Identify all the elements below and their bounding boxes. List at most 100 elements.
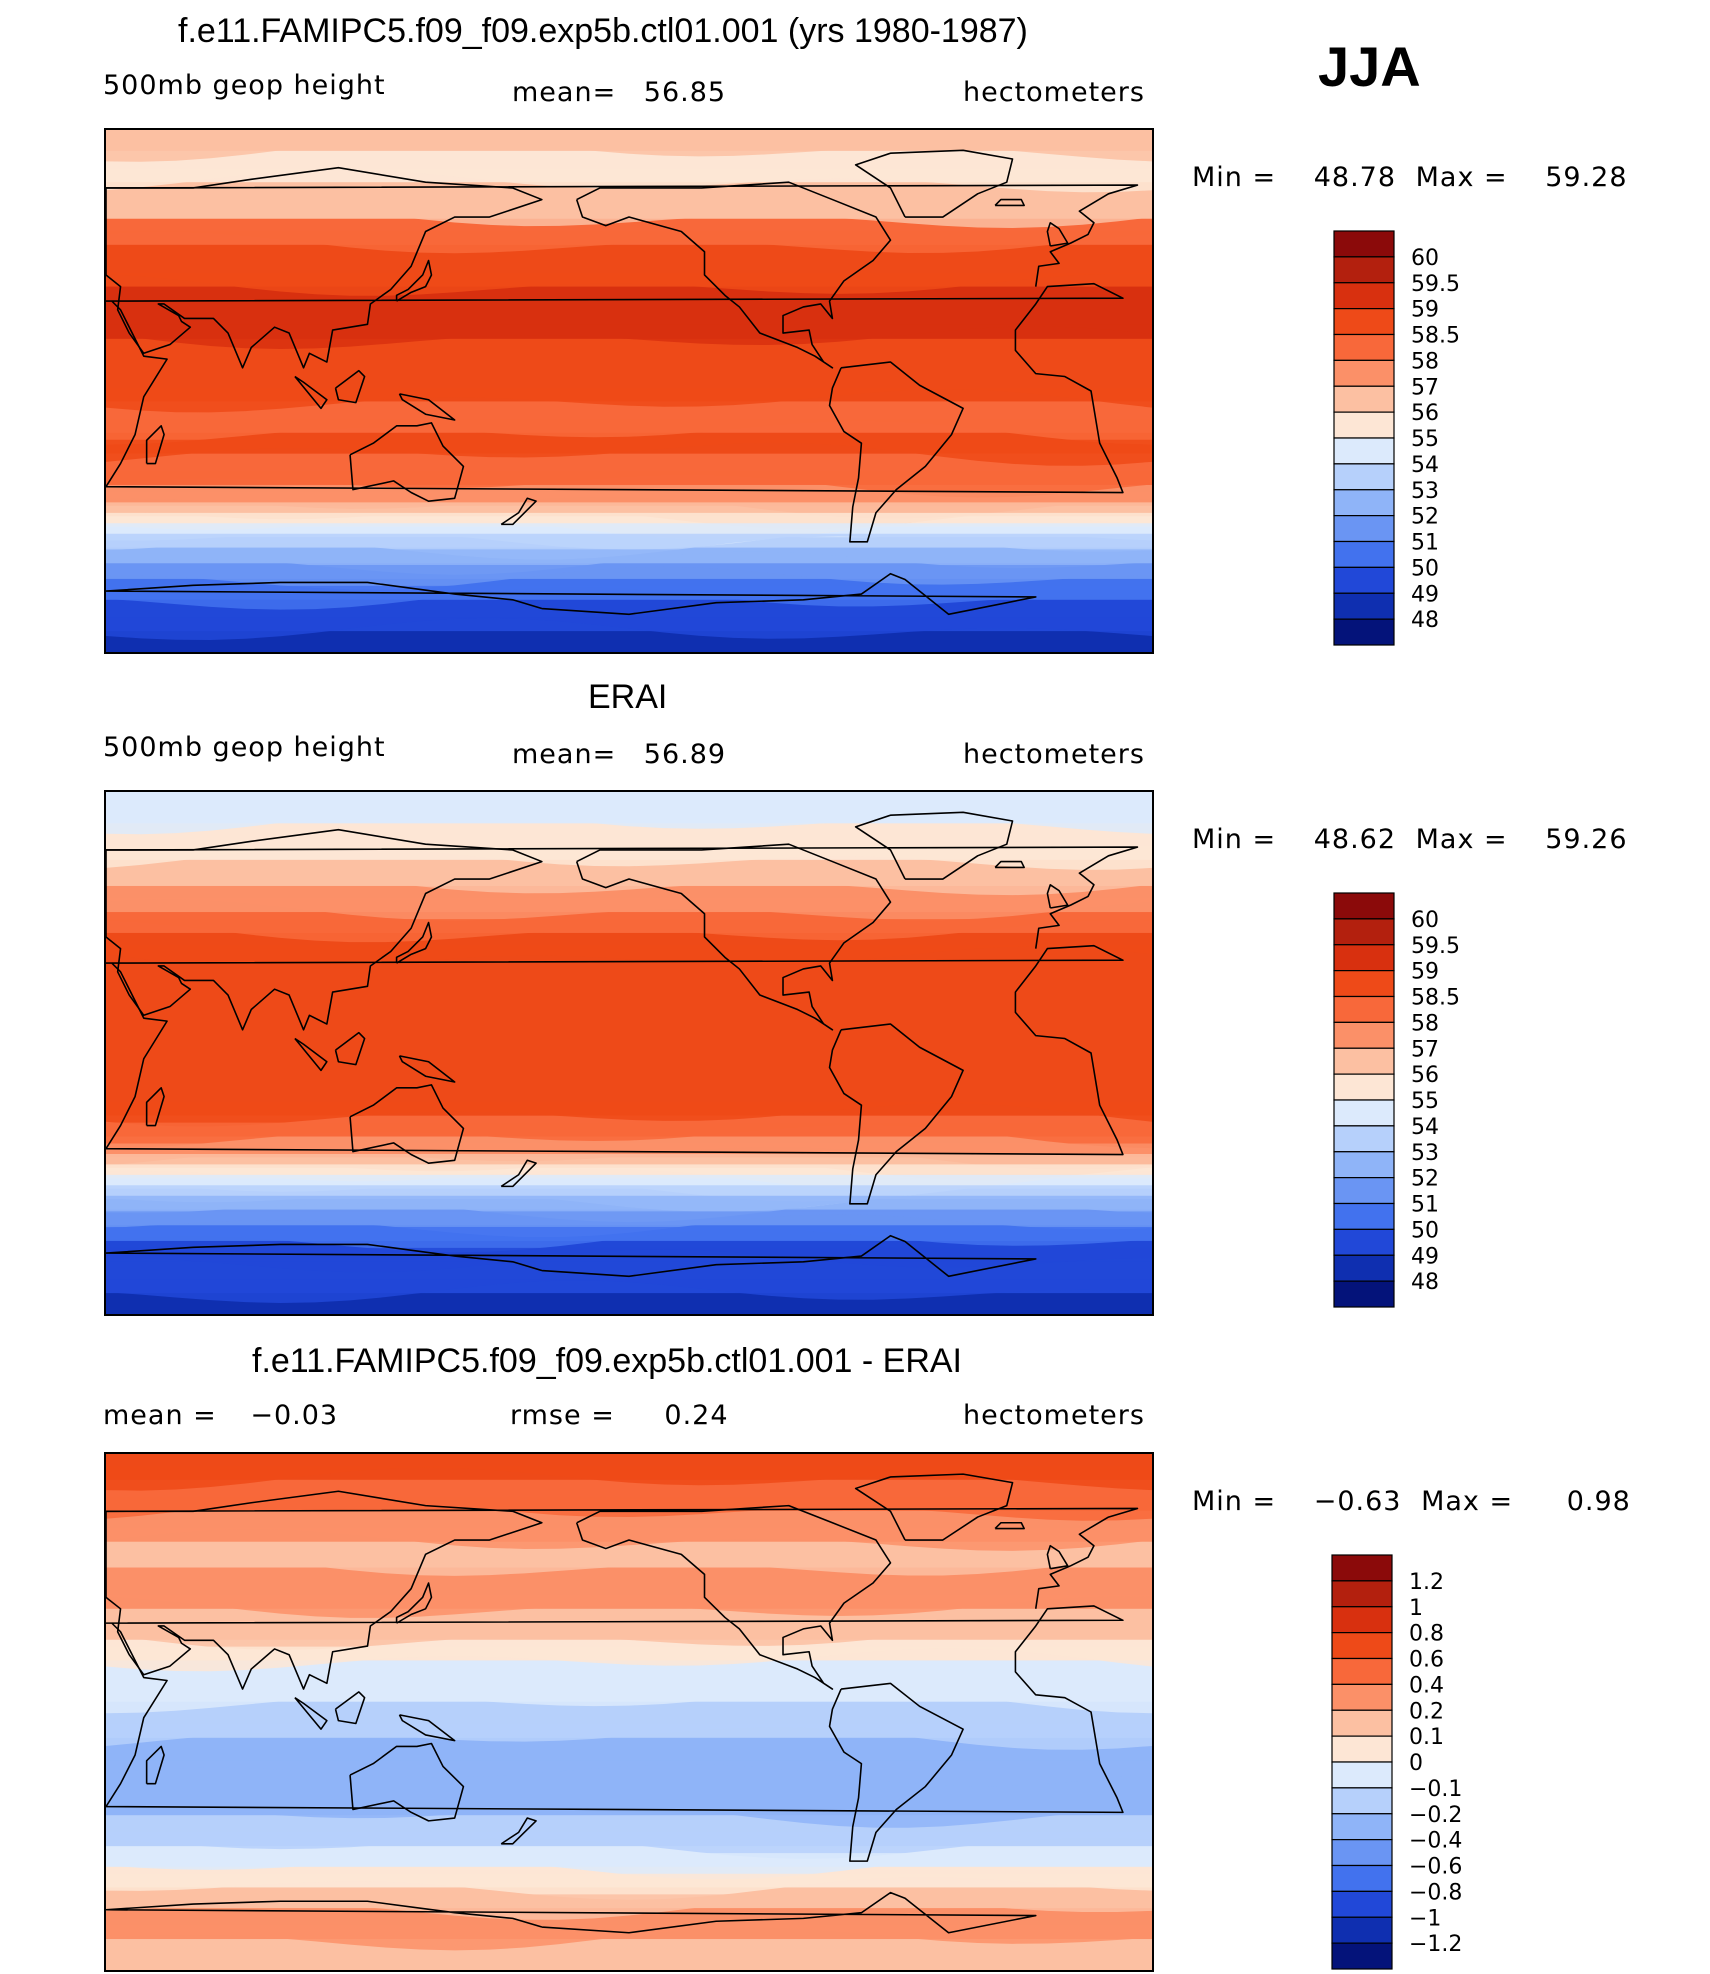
colorbar-tick-label: −0.6 xyxy=(1409,1855,1462,1880)
coastline xyxy=(106,1891,1037,1934)
colorbar-tick-label: 52 xyxy=(1411,505,1439,530)
colorbar-swatch xyxy=(1331,1606,1393,1634)
colorbar-tick-label: 0 xyxy=(1409,1751,1423,1776)
colorbar-swatch xyxy=(1333,1202,1395,1230)
panel-2-colorbar: 60 59.5 59 58.5 58 57 56 55 54 53 52 51 50 49 48 xyxy=(1333,892,1493,1308)
coastline xyxy=(145,1745,165,1785)
colorbar-swatch xyxy=(1331,1580,1393,1608)
map-contour-edge xyxy=(106,168,1152,193)
map-contour-edge xyxy=(106,533,1152,560)
colorbar-tick-label: 58 xyxy=(1411,1011,1439,1036)
map-contour-edge xyxy=(106,1687,1152,1714)
coastline xyxy=(828,1682,964,1862)
panel-3-max-label: Max = xyxy=(1421,1486,1514,1517)
coastline xyxy=(854,149,1014,218)
colorbar-swatch xyxy=(1333,592,1395,620)
panel-2-min-max: Min = 48.62 Max = 59.26 xyxy=(1192,824,1628,855)
colorbar-swatch xyxy=(1333,995,1395,1023)
coastline xyxy=(294,1037,328,1072)
colorbar-tick-label: 48 xyxy=(1411,1270,1439,1295)
panel-2-mean-value: 56.89 xyxy=(643,739,727,770)
coastline xyxy=(398,1055,456,1083)
map-contour-edge xyxy=(106,1646,1152,1672)
coastline xyxy=(106,184,1139,287)
panel-2-mean-label: mean= 56.89 xyxy=(512,739,726,770)
coastline xyxy=(334,1691,366,1725)
coastline xyxy=(1046,221,1069,247)
colorbar-swatch xyxy=(1331,1735,1393,1763)
colorbar-tick-label: 0.2 xyxy=(1409,1699,1444,1724)
coastline xyxy=(575,181,892,369)
coastline xyxy=(1046,1544,1069,1570)
coastline xyxy=(828,1023,964,1205)
coastline xyxy=(398,1714,456,1742)
panel-3-units-label: hectometers xyxy=(963,1400,1145,1431)
panel-2-max-value: 59.26 xyxy=(1545,824,1628,855)
colorbar-swatch xyxy=(1333,618,1395,646)
coastline xyxy=(575,1504,892,1690)
colorbar-tick-label: 56 xyxy=(1411,401,1439,426)
coastline xyxy=(145,425,165,465)
map-contour-edge xyxy=(106,1853,1152,1880)
map-contour-band xyxy=(106,1157,1152,1169)
colorbar-swatch xyxy=(1333,230,1395,258)
colorbar-tick-label: 58 xyxy=(1411,349,1439,374)
colorbar-tick-label: 48 xyxy=(1411,608,1439,633)
panel-1-mean-text: mean= xyxy=(512,77,617,108)
colorbar-swatch xyxy=(1333,970,1395,998)
colorbar-swatch xyxy=(1333,540,1395,568)
coastline xyxy=(500,497,537,526)
colorbar-tick-label: 53 xyxy=(1411,479,1439,504)
colorbar-swatch xyxy=(1331,1632,1393,1660)
colorbar-swatch xyxy=(1331,1813,1393,1841)
coastline xyxy=(349,422,465,502)
map-contour-edge xyxy=(106,872,1152,896)
colorbar-swatch xyxy=(1333,359,1395,387)
map-contour-band xyxy=(106,1167,1152,1180)
colorbar-tick-label: 52 xyxy=(1411,1167,1439,1192)
panel-3-colorbar: 1.2 1 0.8 0.6 0.4 0.2 0.1 0 −0.1 −0.2 −0.4 −0.6 −0.8… xyxy=(1331,1554,1493,1970)
map-contour-edge xyxy=(106,565,1152,590)
coastline xyxy=(294,1697,328,1730)
coastline xyxy=(349,1742,465,1822)
colorbar-tick-label: 0.8 xyxy=(1409,1622,1444,1647)
map-contour-edge xyxy=(106,1122,1152,1149)
colorbar-swatch xyxy=(1331,1890,1393,1918)
colorbar-swatch xyxy=(1333,1254,1395,1282)
map-contour-edge xyxy=(106,1595,1152,1618)
colorbar-tick-label: 59 xyxy=(1411,960,1439,985)
panel-1-mean-label: mean= 56.85 xyxy=(512,77,726,108)
panel-3-map xyxy=(104,1452,1154,1972)
coastline xyxy=(828,361,964,543)
colorbar-swatch xyxy=(1333,1099,1395,1127)
coastline xyxy=(500,1159,537,1188)
colorbar-tick-label: 0.1 xyxy=(1409,1725,1444,1750)
coastline xyxy=(106,846,1139,949)
colorbar-tick-label: −0.8 xyxy=(1409,1880,1462,1905)
colorbar-swatch xyxy=(1333,437,1395,465)
panel-2-title: ERAI xyxy=(588,678,668,716)
colorbar-swatch xyxy=(1331,1864,1393,1892)
colorbar-tick-label: 58.5 xyxy=(1411,324,1460,349)
panel-2-min-label: Min = xyxy=(1192,824,1277,855)
panel-3-mean-label: mean = −0.03 xyxy=(103,1400,338,1431)
colorbar-tick-label: 54 xyxy=(1411,1115,1439,1140)
colorbar-tick-label: 60 xyxy=(1411,246,1439,271)
coastline xyxy=(294,375,328,410)
colorbar-tick-label: 49 xyxy=(1411,1244,1439,1269)
panel-1-variable-label: 500mb geop height xyxy=(103,70,386,101)
panel-2-max-label: Max = xyxy=(1415,824,1508,855)
colorbar-tick-label: 57 xyxy=(1411,1037,1439,1062)
colorbar-tick-label: 58.5 xyxy=(1411,986,1460,1011)
map-contour-edge xyxy=(106,272,1152,296)
coastline xyxy=(106,1490,543,1690)
colorbar-tick-label: 59.5 xyxy=(1411,272,1460,297)
colorbar-tick-label: 54 xyxy=(1411,453,1439,478)
colorbar-swatch xyxy=(1333,566,1395,594)
map-contour-edge xyxy=(106,1724,1152,1750)
colorbar-swatch xyxy=(1333,1177,1395,1205)
colorbar-tick-label: 1.2 xyxy=(1409,1570,1444,1595)
map-contour-edge xyxy=(106,324,1152,350)
map-contour-edge xyxy=(106,845,1152,870)
panel-2-units-label: hectometers xyxy=(963,739,1145,770)
